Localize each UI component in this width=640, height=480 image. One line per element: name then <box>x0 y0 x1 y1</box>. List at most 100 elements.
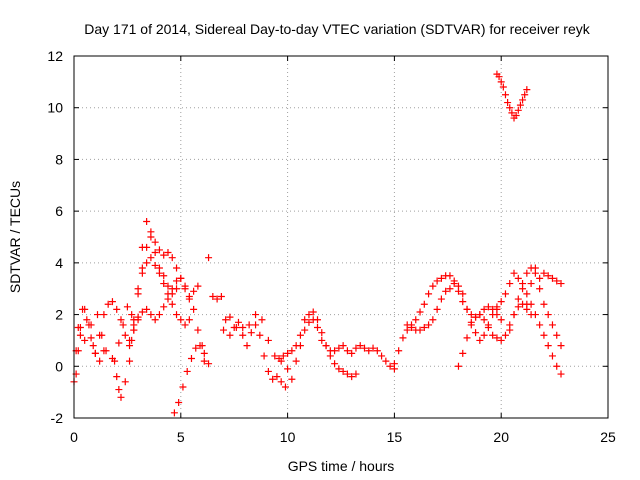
data-point <box>284 349 292 357</box>
data-point <box>335 344 343 352</box>
data-point <box>416 308 424 316</box>
data-point <box>425 290 433 298</box>
x-tick-label: 5 <box>177 429 185 445</box>
data-point <box>420 324 428 331</box>
data-point <box>205 360 213 368</box>
data-point <box>173 311 181 319</box>
data-point <box>365 347 373 355</box>
data-point <box>232 324 240 331</box>
data-point <box>177 316 185 324</box>
data-point <box>252 311 260 319</box>
data-point <box>205 254 213 262</box>
data-point <box>454 282 462 290</box>
data-point <box>497 298 505 306</box>
data-point <box>305 311 313 319</box>
data-point <box>553 277 561 285</box>
data-point <box>279 352 287 360</box>
series-a <box>70 298 142 386</box>
data-point <box>497 336 505 344</box>
x-tick-label: 0 <box>70 429 78 445</box>
data-point <box>373 347 381 355</box>
data-point <box>98 331 106 339</box>
data-point <box>544 272 552 280</box>
data-point <box>512 111 520 119</box>
data-point <box>429 282 437 290</box>
data-point <box>442 287 450 295</box>
plot-frame <box>73 55 609 419</box>
data-point <box>143 217 151 225</box>
data-point <box>155 311 163 319</box>
series-n <box>292 316 398 373</box>
data-point <box>425 321 433 329</box>
data-point <box>96 357 104 365</box>
data-point <box>296 331 304 339</box>
data-point <box>493 334 501 342</box>
data-point <box>91 349 99 357</box>
data-point <box>523 86 531 94</box>
data-point <box>217 292 225 300</box>
data-point <box>234 318 242 326</box>
data-point <box>164 249 172 257</box>
data-point <box>523 300 531 308</box>
data-point <box>284 365 292 373</box>
data-point <box>544 311 552 319</box>
series-e <box>130 217 208 365</box>
data-point <box>309 316 317 324</box>
y-axis-label: SDTVAR / TECUs <box>7 181 23 293</box>
data-point <box>495 73 503 81</box>
y-tick-label: 2 <box>55 307 63 323</box>
data-point <box>252 321 260 329</box>
data-point <box>160 303 168 311</box>
y-tick-label: 0 <box>55 358 63 374</box>
data-point <box>382 357 390 365</box>
data-point <box>190 305 198 313</box>
data-point <box>420 300 428 308</box>
data-point <box>117 393 125 401</box>
data-point <box>318 329 326 337</box>
data-point <box>117 316 125 324</box>
data-point <box>378 352 386 360</box>
data-point <box>480 316 488 324</box>
data-point <box>459 298 467 306</box>
series-o <box>390 272 505 368</box>
data-point <box>548 321 556 329</box>
data-point <box>128 311 136 319</box>
data-point <box>164 282 172 290</box>
x-tick-label: 25 <box>600 429 616 445</box>
x-tick-label: 10 <box>280 429 296 445</box>
data-point <box>489 331 497 339</box>
data-point <box>523 290 531 298</box>
data-point <box>243 342 251 350</box>
series-g <box>138 233 202 300</box>
data-point <box>187 355 195 363</box>
data-point <box>87 321 95 329</box>
data-point <box>553 331 561 339</box>
series-k <box>209 292 289 391</box>
data-point <box>185 292 193 300</box>
data-point <box>412 316 420 324</box>
data-point <box>239 331 247 339</box>
data-point <box>467 311 475 319</box>
data-point <box>501 290 509 298</box>
data-point <box>168 254 176 262</box>
series-s <box>506 285 565 378</box>
data-point <box>540 269 548 277</box>
data-point <box>484 303 492 311</box>
data-point <box>271 352 279 360</box>
data-point <box>200 349 208 357</box>
data-point <box>446 272 454 280</box>
data-point <box>523 269 531 277</box>
data-point <box>557 370 565 378</box>
data-point <box>301 326 309 334</box>
series-d <box>111 321 138 401</box>
data-point <box>514 274 522 282</box>
data-point <box>322 342 330 350</box>
data-point <box>181 285 189 293</box>
data-point <box>437 295 445 303</box>
data-point <box>531 311 539 319</box>
data-point <box>100 311 108 319</box>
data-point <box>331 347 339 355</box>
data-point <box>194 282 202 290</box>
data-point <box>348 349 356 357</box>
data-point <box>314 324 322 331</box>
